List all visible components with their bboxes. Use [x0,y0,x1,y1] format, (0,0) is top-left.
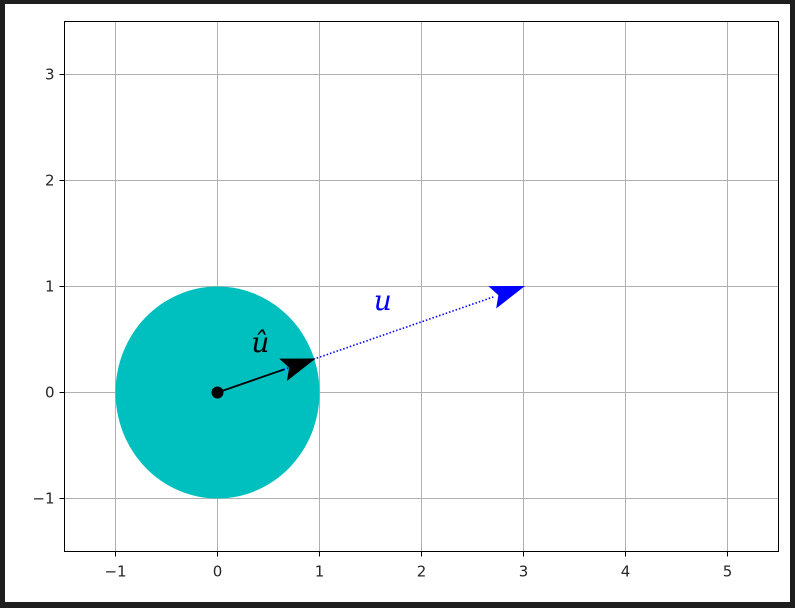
x-tick-label: 4 [621,563,631,581]
vector-u-head [488,285,525,309]
y-tick-label: −1 [32,490,54,508]
x-tick-label: 2 [417,563,427,581]
x-tick-label: 1 [315,563,325,581]
origin-point [211,386,224,399]
vector-u-label: u [374,284,392,317]
vector-u-hat-label: û [251,326,269,359]
y-tick-label: 2 [45,172,55,190]
y-tick-label: 3 [45,66,55,84]
origin-point-layer [211,386,224,399]
vectors-layer [217,285,525,394]
y-tick-label: 0 [45,384,55,402]
x-tick-label: 0 [213,563,223,581]
vector-labels-layer: uû [251,284,391,359]
vector-u-hat-head [279,358,316,382]
x-tick-label: 5 [723,563,733,581]
y-tick-label: 1 [45,278,55,296]
vector-u-hat-shaft [217,368,285,394]
x-tick-label: 3 [519,563,529,581]
ticks: −1 0 1 2 3 4 5 −1 0 1 2 3 [32,66,732,581]
x-tick-label: −1 [104,563,126,581]
